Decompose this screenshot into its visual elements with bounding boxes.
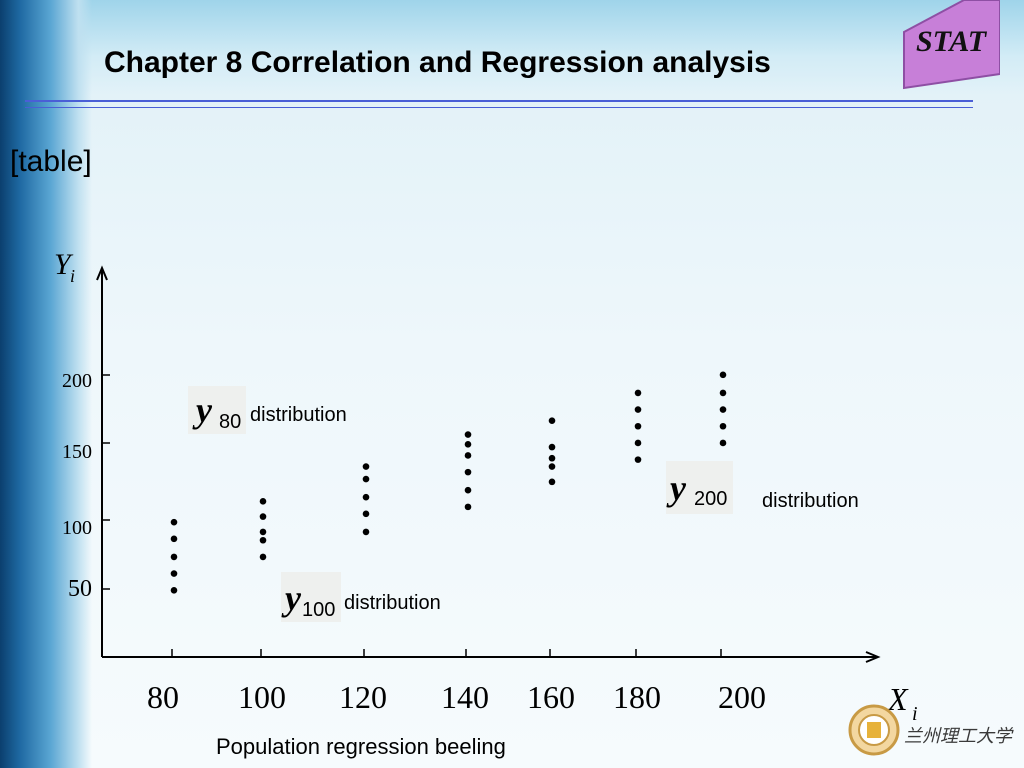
data-point <box>548 417 556 425</box>
title-rule-bottom <box>25 107 973 108</box>
annotation-math-subscript: 80 <box>219 411 241 433</box>
data-point <box>464 441 472 448</box>
x-axis-title-subscript: i <box>912 703 918 725</box>
university-logo-icon <box>848 704 900 756</box>
data-point <box>259 498 267 505</box>
data-point <box>170 518 178 526</box>
y-axis-title: Y <box>54 248 74 281</box>
data-point <box>634 422 642 430</box>
data-point <box>719 371 727 379</box>
y-axis-arrowhead <box>96 265 108 281</box>
y-tick-label: 50 <box>68 576 92 602</box>
data-point <box>719 406 727 413</box>
annotation-math-box <box>281 572 341 622</box>
x-tick-label: 200 <box>718 679 766 715</box>
data-point <box>259 553 267 561</box>
university-logo-text: 兰州理工大学 <box>904 726 1012 747</box>
data-point <box>634 389 642 397</box>
title-rule-top <box>25 100 973 102</box>
data-point <box>548 443 556 451</box>
top-header-band <box>0 0 1024 95</box>
annotation-math-symbol: y <box>666 468 687 508</box>
data-point <box>634 456 642 463</box>
annotation-math-subscript: 100 <box>302 599 335 621</box>
data-point <box>464 503 472 511</box>
y-tick-label: 100 <box>62 517 92 539</box>
data-point <box>362 528 370 536</box>
data-point <box>464 431 472 438</box>
data-point <box>170 535 178 543</box>
data-point <box>259 528 267 536</box>
y-axis-title-subscript: i <box>70 266 75 286</box>
x-tick-label: 120 <box>339 679 387 715</box>
chart-caption: Population regression beeling <box>216 734 506 759</box>
x-axis-arrowhead <box>865 651 881 663</box>
y-tick-label: 150 <box>62 441 92 463</box>
data-point <box>170 586 178 594</box>
y-tick-label: 200 <box>62 370 92 392</box>
data-point <box>634 439 642 447</box>
x-tick-label: 140 <box>441 679 489 715</box>
annotation-distribution-label: distribution <box>762 490 859 512</box>
data-point <box>548 463 556 470</box>
data-point <box>634 406 642 413</box>
x-tick-label: 80 <box>147 679 179 715</box>
data-point <box>170 553 178 561</box>
data-point <box>464 452 472 459</box>
annotation-distribution-label: distribution <box>344 592 441 614</box>
data-point <box>548 478 556 486</box>
data-point <box>719 439 727 447</box>
x-tick-label: 160 <box>527 679 575 715</box>
annotation-math-symbol: y <box>192 390 213 430</box>
stat-badge-shape <box>903 0 1000 90</box>
data-point <box>170 570 178 577</box>
annotation-math-box <box>188 386 246 434</box>
data-point <box>548 454 556 462</box>
annotation-distribution-label: distribution <box>250 404 347 426</box>
left-decorative-band <box>0 0 92 768</box>
x-axis-title: X <box>886 681 909 717</box>
data-point <box>362 510 370 518</box>
annotation-math-subscript: 200 <box>694 488 727 510</box>
data-point <box>719 389 727 397</box>
data-point <box>362 463 370 470</box>
data-point <box>362 493 370 501</box>
data-point <box>464 468 472 476</box>
data-point <box>464 486 472 494</box>
stat-badge-label: STAT <box>916 25 987 58</box>
annotation-math-box <box>666 461 733 514</box>
data-point <box>362 475 370 483</box>
annotation-math-symbol: y <box>281 578 302 618</box>
x-tick-label: 100 <box>238 679 286 715</box>
x-tick-label: 180 <box>613 679 661 715</box>
data-point <box>719 422 727 430</box>
table-tag: [table] <box>10 145 92 178</box>
data-point <box>259 536 267 544</box>
data-point <box>259 513 267 520</box>
slide-title: Chapter 8 Correlation and Regression ana… <box>104 46 771 79</box>
